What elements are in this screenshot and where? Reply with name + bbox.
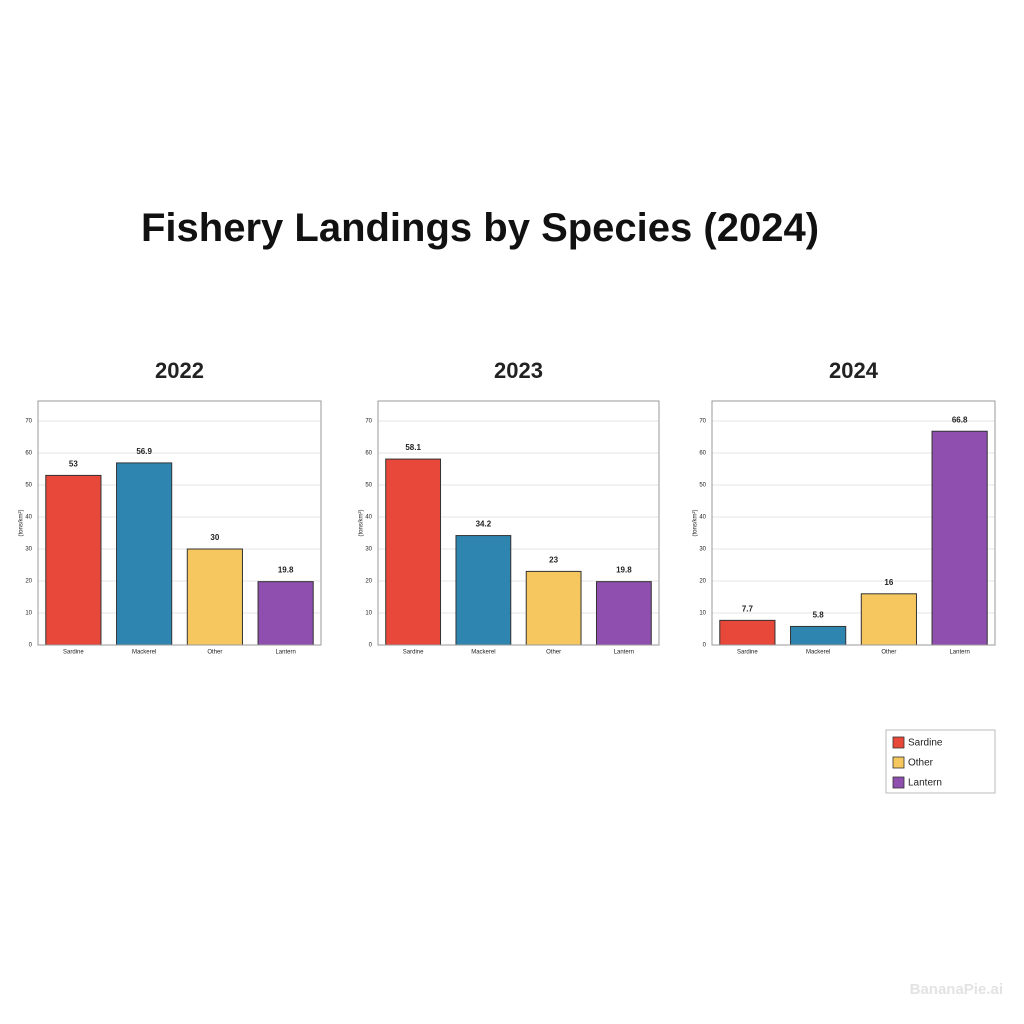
y-tick-label: 20 [25, 579, 32, 585]
y-tick-label: 30 [699, 547, 706, 553]
x-tick-label: Sardine [737, 650, 758, 656]
y-tick-label: 30 [365, 547, 372, 553]
value-label: 56.9 [136, 447, 152, 456]
y-tick-label: 50 [699, 483, 706, 489]
bar [385, 458, 442, 646]
value-label: 30 [210, 533, 219, 542]
bar [931, 430, 988, 646]
x-tick-label: Other [207, 650, 222, 656]
bar [116, 462, 173, 646]
plot-frame [37, 400, 322, 646]
y-tick-label: 70 [365, 419, 372, 425]
value-label: 7.7 [742, 604, 754, 613]
value-label: 58.1 [405, 443, 421, 452]
legend-swatch [892, 776, 905, 789]
subplot-title: 2024 [829, 358, 879, 383]
x-tick-label: Lantern [614, 650, 634, 656]
y-axis-label: (tons/km²) [19, 509, 25, 536]
y-tick-label: 60 [699, 451, 706, 457]
y-tick-label: 70 [699, 419, 706, 425]
plot-frame [377, 400, 660, 646]
value-label: 19.8 [616, 566, 632, 575]
bar [860, 593, 917, 646]
legend-swatch [892, 736, 905, 749]
legend-label: Other [908, 758, 934, 769]
x-tick-label: Other [881, 650, 896, 656]
bar [595, 581, 652, 646]
bar [719, 619, 776, 646]
y-tick-label: 50 [25, 483, 32, 489]
x-tick-label: Sardine [403, 650, 424, 656]
x-tick-label: Mackerel [806, 650, 830, 656]
page-title: Fishery Landings by Species (2024) [140, 206, 820, 250]
y-tick-label: 40 [365, 515, 372, 521]
y-tick-label: 50 [365, 483, 372, 489]
y-tick-label: 0 [703, 643, 707, 649]
y-tick-label: 60 [365, 451, 372, 457]
y-tick-label: 60 [25, 451, 32, 457]
bar [455, 535, 512, 646]
x-tick-label: Lantern [275, 650, 295, 656]
y-tick-label: 40 [699, 515, 706, 521]
subplot-title: 2022 [155, 358, 204, 383]
legend-swatch [892, 756, 905, 769]
bar [186, 548, 243, 646]
x-tick-label: Sardine [63, 650, 84, 656]
y-tick-label: 0 [29, 643, 33, 649]
y-tick-label: 40 [25, 515, 32, 521]
legend-label: Sardine [908, 738, 943, 749]
y-axis-label: (tons/km²) [693, 509, 699, 536]
y-tick-label: 30 [25, 547, 32, 553]
value-label: 19.8 [278, 566, 294, 575]
watermark: BananaPie.ai [910, 981, 1003, 998]
x-tick-label: Other [546, 650, 561, 656]
bar [790, 625, 847, 646]
bar [257, 581, 314, 646]
bar [45, 474, 102, 646]
y-tick-label: 70 [25, 419, 32, 425]
value-label: 5.8 [813, 611, 825, 620]
y-tick-label: 20 [365, 579, 372, 585]
value-label: 66.8 [952, 415, 968, 424]
plot-frame [711, 400, 996, 646]
value-label: 34.2 [476, 520, 492, 529]
y-tick-label: 0 [369, 643, 373, 649]
value-label: 53 [69, 460, 78, 469]
value-label: 16 [884, 578, 893, 587]
legend-label: Lantern [908, 778, 942, 789]
bar [525, 570, 582, 646]
y-tick-label: 10 [699, 611, 706, 617]
y-tick-label: 10 [25, 611, 32, 617]
x-tick-label: Mackerel [471, 650, 495, 656]
y-axis-label: (tons/km²) [359, 509, 365, 536]
y-tick-label: 10 [365, 611, 372, 617]
subplot-title: 2023 [494, 358, 543, 383]
x-tick-label: Lantern [949, 650, 969, 656]
x-tick-label: Mackerel [132, 650, 156, 656]
y-tick-label: 20 [699, 579, 706, 585]
value-label: 23 [549, 556, 558, 565]
